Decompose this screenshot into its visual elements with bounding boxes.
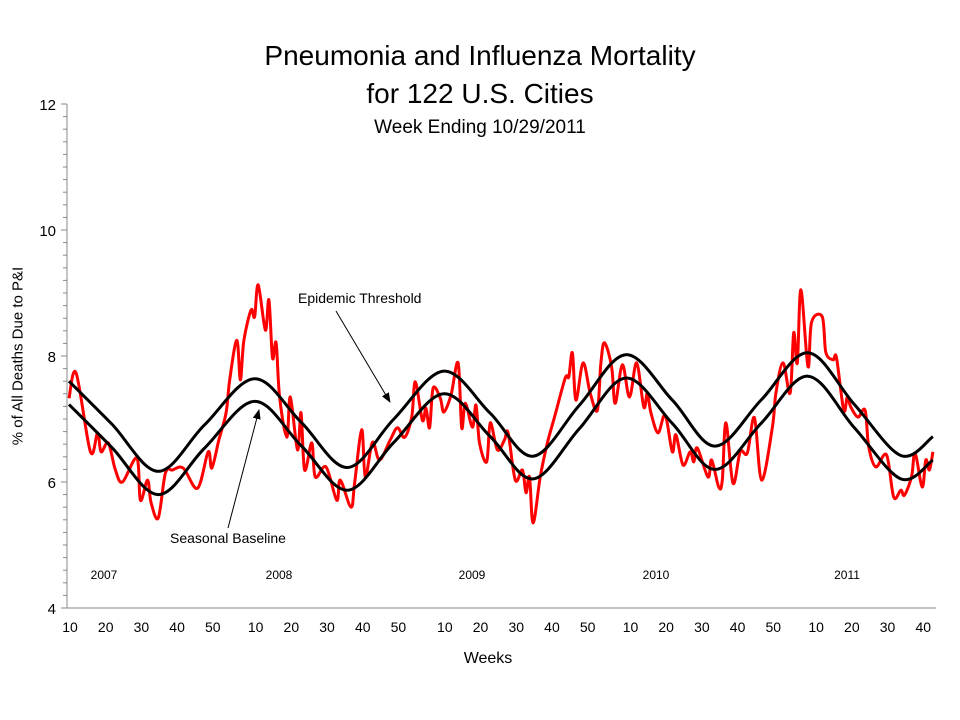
x-tick-label: 20 (98, 619, 114, 635)
y-tick-label: 8 (48, 349, 56, 366)
y-tick-label: 10 (39, 223, 56, 240)
x-tick-label: 40 (355, 619, 371, 635)
chart-subtitle: Week Ending 10/29/2011 (374, 117, 586, 138)
baseline-arrow (227, 409, 261, 529)
series-threshold-line (67, 351, 934, 473)
x-tick-label: 10 (808, 619, 824, 635)
x-tick-label: 30 (880, 619, 896, 635)
annotation-epidemic-threshold: Epidemic Threshold (298, 290, 421, 306)
x-tick-label: 50 (766, 619, 782, 635)
x-tick-label: 10 (437, 619, 453, 635)
chart-title-line2: for 122 U.S. Cities (366, 78, 594, 109)
x-tick-label: 30 (694, 619, 710, 635)
x-tick-label: 10 (623, 619, 639, 635)
x-tick-label: 30 (134, 619, 150, 635)
annotation-seasonal-baseline: Seasonal Baseline (170, 530, 286, 546)
x-tick-label: 50 (580, 619, 596, 635)
y-tick-label: 6 (48, 475, 56, 492)
chart-title: Pneumonia and Influenza Mortality (264, 40, 696, 71)
year-label: 2007 (91, 568, 118, 582)
x-tick-label: 20 (284, 619, 300, 635)
x-axis-label: Weeks (463, 650, 513, 667)
x-tick-label: 30 (319, 619, 335, 635)
x-tick-label: 50 (391, 619, 407, 635)
x-tick-label: 20 (658, 619, 674, 635)
year-label: 2010 (643, 568, 670, 582)
series-baseline-line (67, 374, 934, 497)
x-tick-label: 20 (473, 619, 489, 635)
threshold-arrow (335, 310, 391, 403)
y-tick-label: 4 (48, 601, 56, 618)
year-label: 2009 (459, 568, 486, 582)
year-label: 2011 (834, 568, 860, 582)
x-tick-label: 40 (915, 619, 931, 635)
x-tick-label: 50 (205, 619, 221, 635)
y-tick-label: 12 (39, 97, 56, 114)
x-tick-label: 10 (62, 619, 78, 635)
x-tick-label: 40 (730, 619, 746, 635)
x-tick-label: 40 (169, 619, 185, 635)
series-observed-line (67, 283, 935, 525)
x-tick-label: 40 (544, 619, 560, 635)
x-tick-label: 20 (844, 619, 860, 635)
x-tick-label: 30 (508, 619, 524, 635)
year-label: 2008 (266, 568, 293, 582)
x-tick-label: 10 (248, 619, 264, 635)
